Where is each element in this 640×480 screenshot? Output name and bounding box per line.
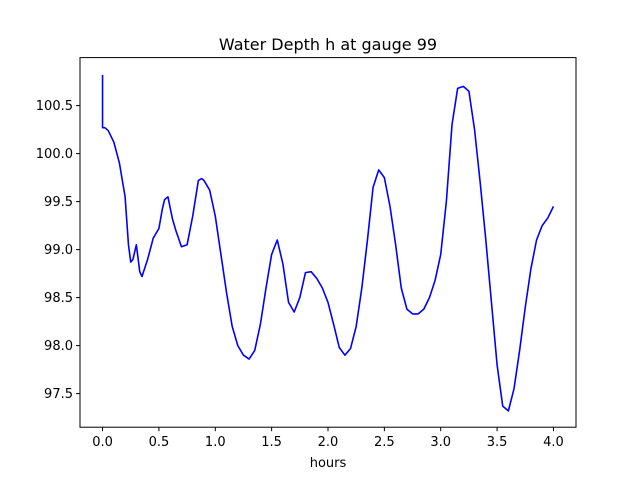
x-axis: 0.0 0.5 1.0 1.5 2.0 2.5 3.0 3.5 4.0: [92, 427, 564, 450]
y-tick-label: 99.0: [44, 243, 73, 258]
series-line-0: [101, 74, 555, 412]
x-tick-label: 0.5: [149, 435, 170, 450]
y-tick-label: 100.0: [36, 147, 73, 162]
y-tick-label: 97.5: [44, 387, 73, 402]
x-tick-label: 3.5: [487, 435, 508, 450]
x-tick-label: 4.0: [543, 435, 564, 450]
y-axis: 97.5 98.0 98.5 99.0 99.5 100.0 100.5: [36, 99, 80, 402]
x-axis-label: hours: [310, 456, 347, 471]
y-tick-label: 98.5: [44, 291, 73, 306]
chart-title: Water Depth h at gauge 99: [219, 35, 437, 54]
x-tick-label: 0.0: [92, 435, 113, 450]
x-tick-label: 2.5: [374, 435, 395, 450]
x-tick-label: 2.0: [318, 435, 339, 450]
y-tick-label: 100.5: [36, 99, 73, 114]
x-tick-label: 3.0: [430, 435, 451, 450]
x-tick-label: 1.0: [205, 435, 226, 450]
y-tick-label: 98.0: [44, 339, 73, 354]
x-tick-label: 1.5: [261, 435, 282, 450]
y-tick-label: 99.5: [44, 195, 73, 210]
series-layer: [101, 74, 555, 412]
